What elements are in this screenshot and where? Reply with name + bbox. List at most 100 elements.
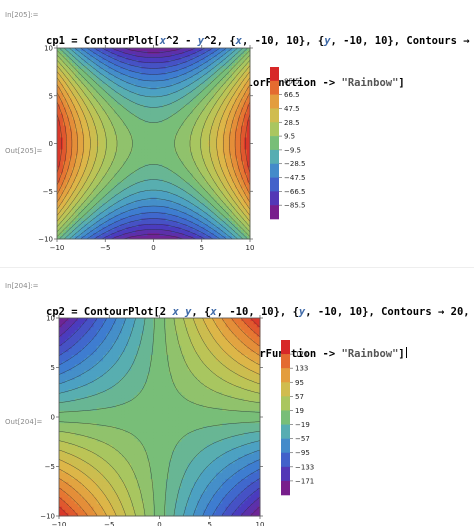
contour-cell bbox=[105, 161, 109, 165]
contour-cell bbox=[90, 426, 95, 430]
contour-cell bbox=[59, 509, 63, 514]
contour-cell bbox=[174, 206, 179, 210]
contour-cell bbox=[99, 206, 103, 210]
contour-cell bbox=[81, 131, 85, 136]
contour-cell bbox=[87, 224, 91, 228]
contour-cell bbox=[222, 152, 227, 156]
contour-cell bbox=[69, 119, 73, 124]
contour-cell bbox=[174, 179, 179, 183]
contour-cell bbox=[120, 155, 124, 159]
contour-cell bbox=[228, 203, 233, 207]
contour-cell bbox=[59, 432, 63, 437]
contour-cell bbox=[90, 410, 95, 415]
contour-cell bbox=[62, 472, 66, 477]
contour-cell bbox=[80, 401, 85, 406]
contour-cell bbox=[80, 435, 85, 440]
contour-cell bbox=[84, 185, 88, 189]
contour-cell bbox=[72, 230, 76, 234]
contour-cell bbox=[105, 143, 109, 147]
contour-cell bbox=[135, 149, 139, 153]
contour-cell bbox=[60, 209, 64, 213]
contour-cell bbox=[228, 134, 233, 139]
contour-cell bbox=[222, 173, 227, 177]
contour-cell bbox=[228, 122, 233, 127]
contour-cell bbox=[180, 206, 185, 210]
contour-cell bbox=[198, 215, 203, 219]
contour-cell bbox=[102, 182, 106, 186]
contour-cell bbox=[57, 206, 61, 210]
contour-cell bbox=[87, 429, 91, 433]
contour-cell bbox=[225, 173, 230, 177]
contour-cell bbox=[234, 137, 239, 142]
contour-cell bbox=[111, 203, 115, 207]
contour-cell bbox=[93, 182, 97, 186]
contour-cell bbox=[87, 209, 91, 213]
contour-cell bbox=[63, 209, 67, 213]
contour-cell bbox=[93, 429, 98, 433]
contour-cell bbox=[132, 152, 136, 156]
contour-cell bbox=[177, 212, 182, 216]
contour-cell bbox=[75, 110, 79, 115]
contour-cell bbox=[90, 161, 94, 165]
contour-cell bbox=[228, 161, 233, 165]
contour-cell bbox=[240, 119, 245, 124]
contour-cell bbox=[186, 143, 191, 147]
contour-cell bbox=[138, 134, 142, 139]
contour-cell bbox=[168, 131, 173, 136]
contour-cell bbox=[87, 478, 91, 483]
contour-cell bbox=[90, 230, 94, 234]
contour-cell bbox=[62, 420, 66, 424]
contour-cell bbox=[120, 119, 124, 124]
contour-cell bbox=[153, 149, 158, 153]
contour-cell bbox=[195, 212, 200, 216]
contour-cell bbox=[216, 203, 221, 207]
contour-cell bbox=[195, 230, 200, 234]
contour-cell bbox=[99, 107, 103, 112]
contour-cell bbox=[174, 209, 179, 213]
contour-cell bbox=[84, 212, 88, 216]
contour-cell bbox=[243, 236, 248, 240]
contour-cell bbox=[135, 161, 139, 165]
contour-cell bbox=[74, 420, 79, 424]
contour-cell bbox=[144, 218, 148, 222]
contour-cell bbox=[65, 413, 69, 418]
contour-cell bbox=[180, 212, 185, 216]
contour-cell bbox=[192, 122, 197, 127]
contour-cell bbox=[111, 212, 115, 216]
contour-cell bbox=[192, 155, 197, 159]
input-code-cp2[interactable]: cp2 = ContourPlot[2 x y, {x, -10, 10}, {… bbox=[46, 277, 470, 375]
contour-cell bbox=[144, 206, 148, 210]
contour-cell bbox=[126, 167, 130, 171]
contour-cell bbox=[132, 125, 136, 130]
contour-cell bbox=[150, 176, 154, 180]
contour-cell bbox=[75, 116, 79, 121]
contour-cell bbox=[123, 203, 127, 207]
input-code-cp1[interactable]: cp1 = ContourPlot[x^2 - y^2, {x, -10, 10… bbox=[46, 6, 474, 104]
contour-cell bbox=[129, 206, 133, 210]
contour-cell bbox=[63, 128, 67, 133]
contour-cell bbox=[102, 200, 106, 204]
contour-cell bbox=[165, 209, 170, 213]
contour-cell bbox=[123, 152, 127, 156]
contour-cell bbox=[186, 224, 191, 228]
contour-cell bbox=[77, 475, 82, 480]
contour-cell bbox=[159, 206, 164, 210]
contour-cell bbox=[204, 224, 209, 228]
contour-cell bbox=[60, 149, 64, 153]
contour-cell bbox=[93, 230, 97, 234]
contour-cell bbox=[177, 173, 182, 177]
contour-cell bbox=[81, 164, 85, 168]
contour-cell bbox=[105, 137, 109, 142]
contour-cell bbox=[201, 236, 206, 240]
contour-cell bbox=[96, 212, 100, 216]
contour-cell bbox=[174, 107, 179, 112]
contour-cell bbox=[138, 113, 142, 118]
contour-cell bbox=[63, 149, 67, 153]
contour-cell bbox=[129, 176, 133, 180]
contour-cell bbox=[87, 122, 91, 127]
contour-cell bbox=[222, 104, 227, 109]
contour-cell bbox=[243, 173, 248, 177]
contour-cell bbox=[153, 218, 158, 222]
contour-cell bbox=[219, 215, 224, 219]
contour-cell bbox=[147, 197, 151, 201]
